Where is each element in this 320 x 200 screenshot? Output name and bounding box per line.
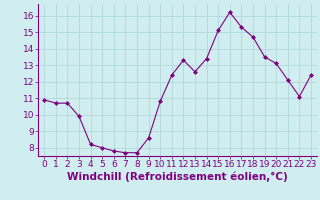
X-axis label: Windchill (Refroidissement éolien,°C): Windchill (Refroidissement éolien,°C) [67, 172, 288, 182]
